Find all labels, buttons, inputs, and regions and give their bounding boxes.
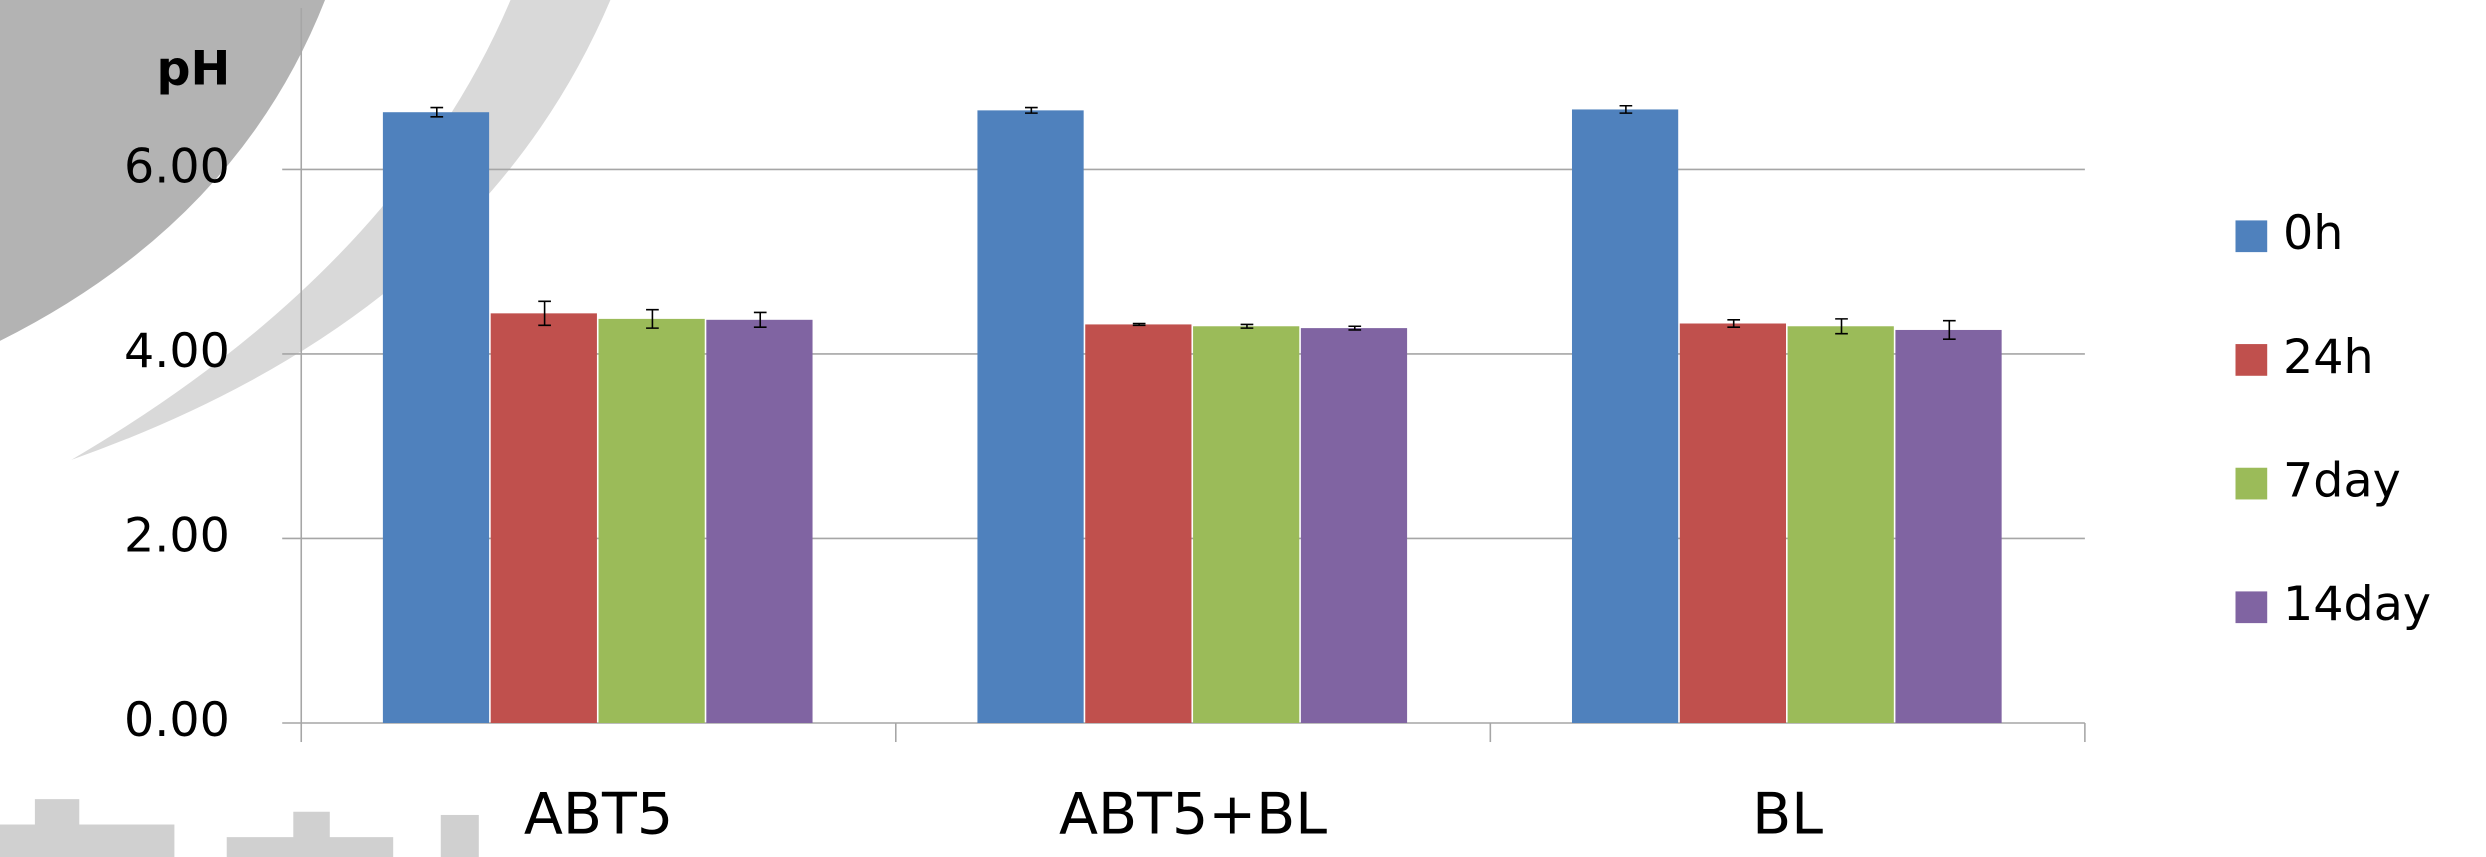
bar xyxy=(1301,328,1407,723)
bar xyxy=(491,313,597,723)
x-tick-label: BL xyxy=(1752,782,1823,848)
legend-swatch xyxy=(2235,591,2267,623)
y-tick-label: 0.00 xyxy=(124,693,230,748)
y-axis-title: pH xyxy=(157,41,231,96)
x-tick-label: ABT5 xyxy=(524,782,673,848)
error-bar xyxy=(1241,324,1254,328)
legend-label: 0h xyxy=(2283,206,2343,261)
legend-label: 24h xyxy=(2283,330,2374,385)
y-tick-label: 2.00 xyxy=(124,508,230,563)
bar xyxy=(599,319,705,723)
legend-swatch xyxy=(2235,344,2267,376)
bar xyxy=(1572,109,1678,723)
chart: pH 0.00 2.00 4.00 6.00 ABT5 ABT5+BL BL 0h 24h 7da… xyxy=(0,0,2486,857)
bar xyxy=(1193,326,1299,723)
bar xyxy=(706,320,812,723)
legend-swatch xyxy=(2235,468,2267,500)
bar xyxy=(977,110,1083,723)
bar xyxy=(1895,330,2001,723)
bar xyxy=(1680,323,1786,723)
legend-label: 7day xyxy=(2283,454,2401,509)
y-tick-label: 6.00 xyxy=(124,139,230,194)
y-tick-label: 4.00 xyxy=(124,324,230,379)
x-tick-label: ABT5+BL xyxy=(1059,782,1327,848)
legend-label: 14day xyxy=(2283,577,2431,632)
legend-swatch xyxy=(2235,220,2267,252)
bar xyxy=(1085,324,1191,723)
bar xyxy=(383,112,489,723)
bar xyxy=(1788,326,1894,723)
